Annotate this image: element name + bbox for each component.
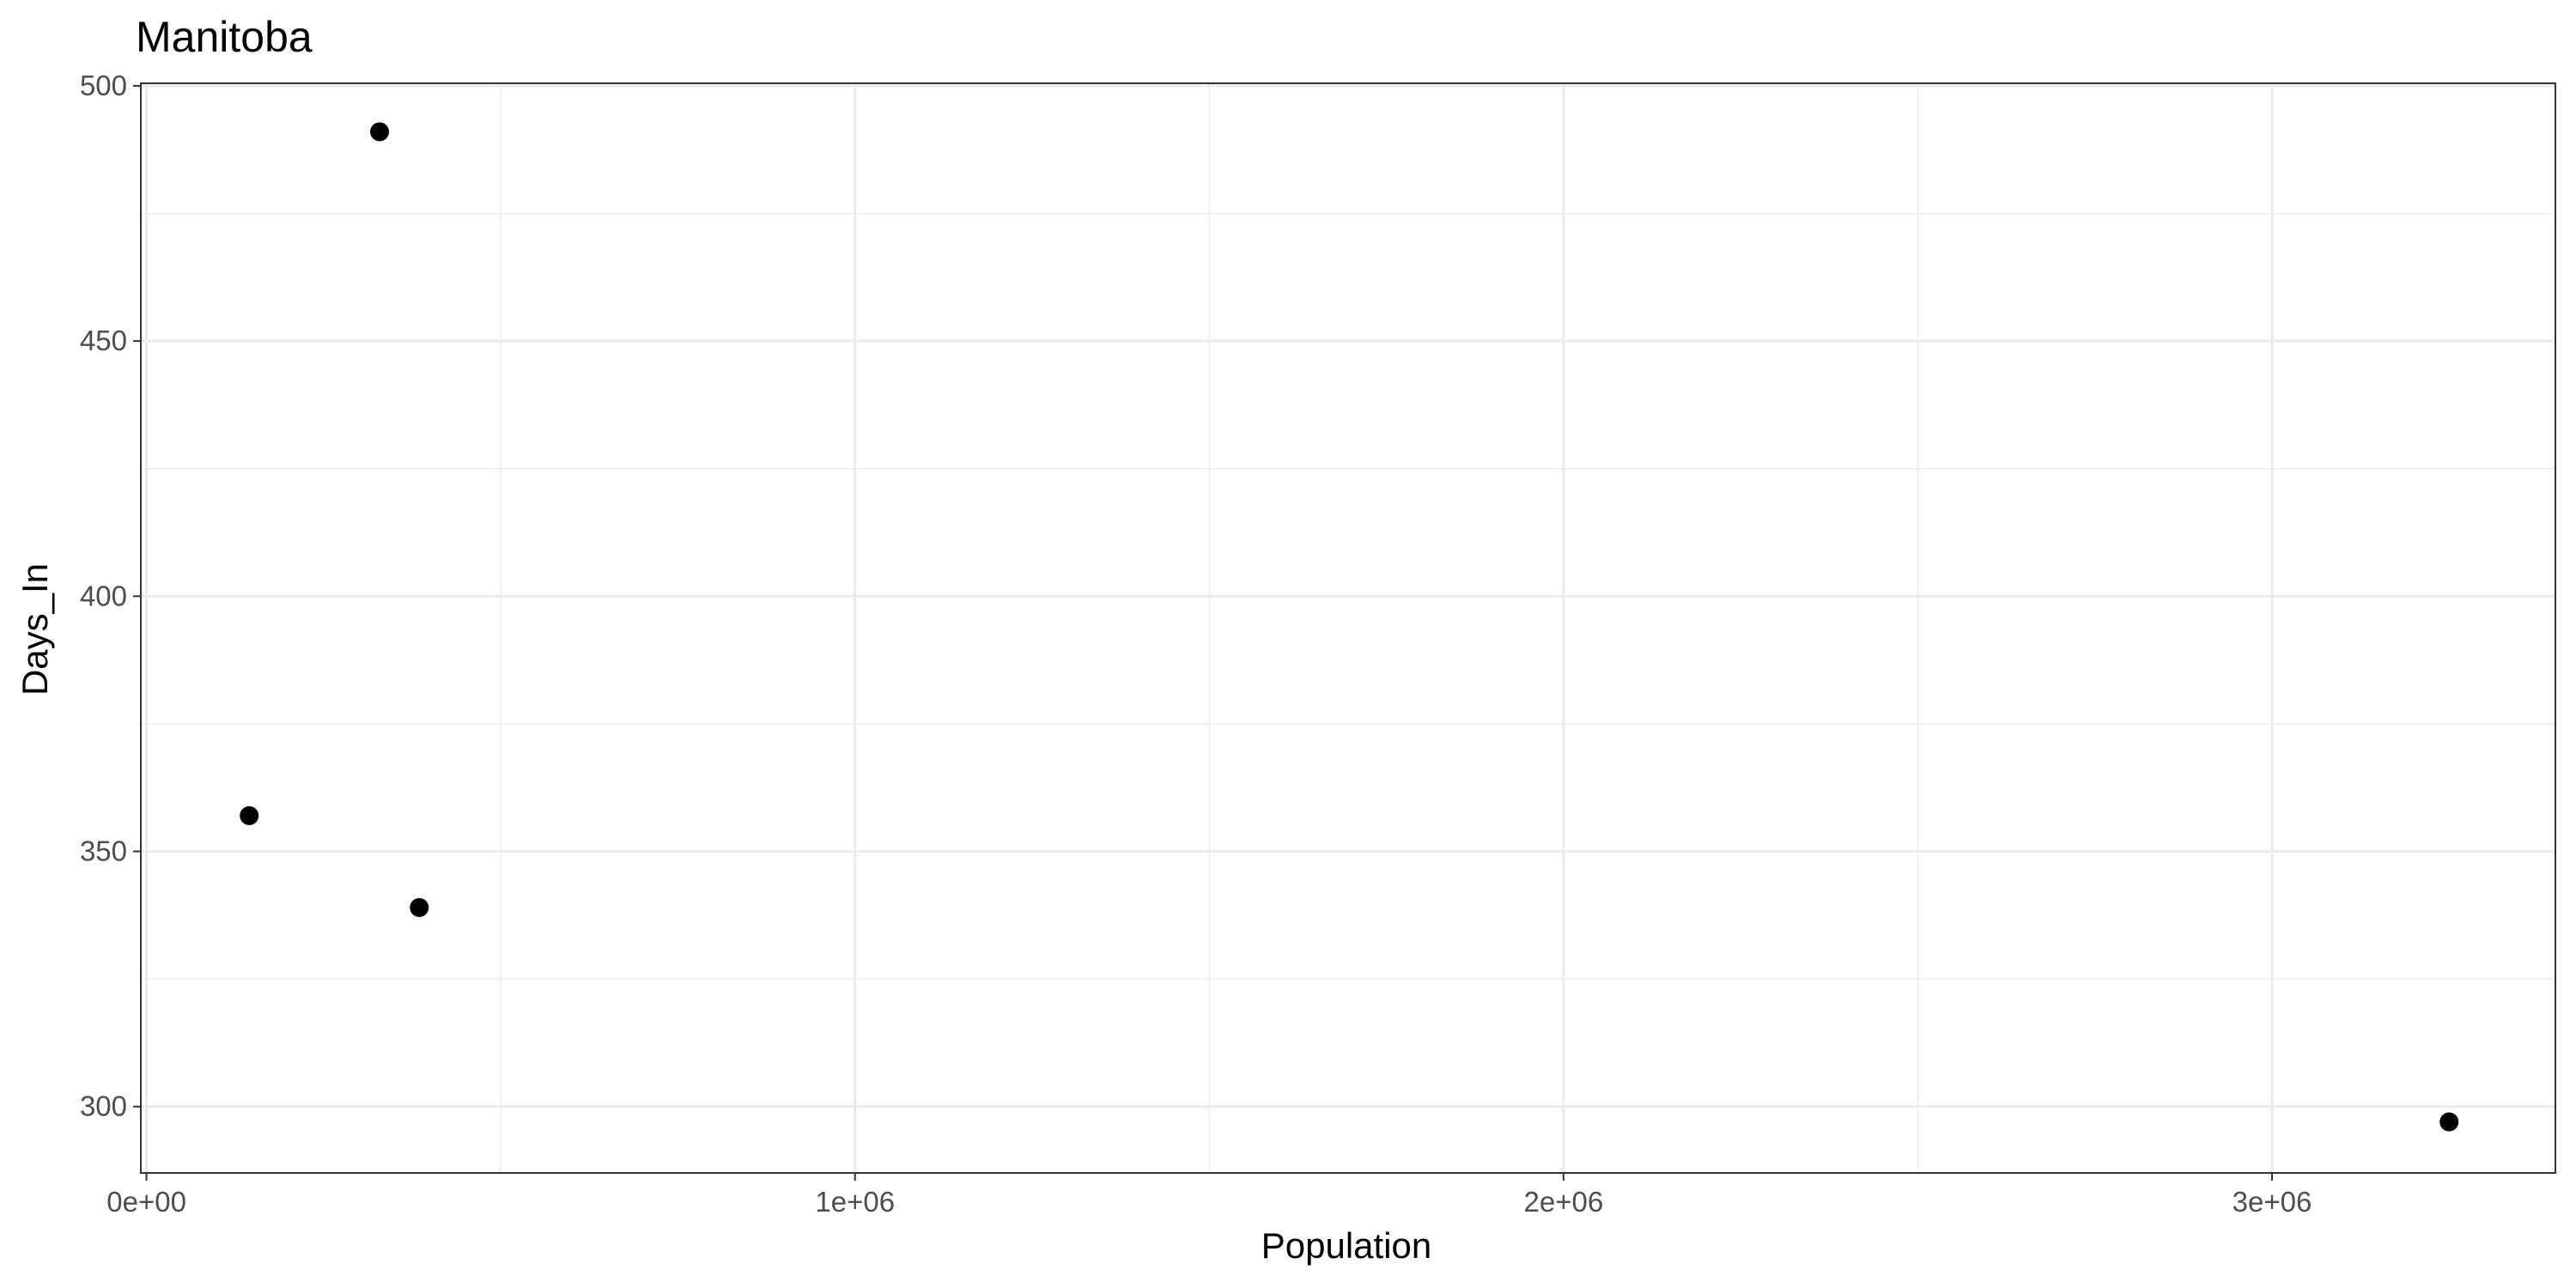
data-point xyxy=(240,805,259,825)
grid-lines xyxy=(141,83,2555,1173)
x-axis-title: Population xyxy=(1261,1225,1432,1266)
axis-ticks: 0e+00 1e+06 2e+06 3e+06 300 350 400 450 500 xyxy=(80,70,2312,1218)
y-tick-label: 350 xyxy=(80,835,127,867)
y-tick-label: 500 xyxy=(80,70,127,101)
y-tick-label: 450 xyxy=(80,325,127,356)
y-axis-title: Days_In xyxy=(15,563,55,696)
data-points xyxy=(240,122,2459,1132)
y-tick-label: 300 xyxy=(80,1091,127,1122)
x-tick-label: 2e+06 xyxy=(1523,1186,1603,1218)
panel-border xyxy=(140,82,2556,1174)
chart-title: Manitoba xyxy=(136,13,313,61)
x-tick-label: 1e+06 xyxy=(815,1186,895,1218)
x-tick-label: 0e+00 xyxy=(106,1186,186,1218)
data-point xyxy=(2439,1112,2459,1132)
x-tick-label: 3e+06 xyxy=(2233,1186,2312,1218)
y-tick-label: 400 xyxy=(80,580,127,611)
data-point xyxy=(370,122,390,142)
data-point xyxy=(410,897,429,917)
